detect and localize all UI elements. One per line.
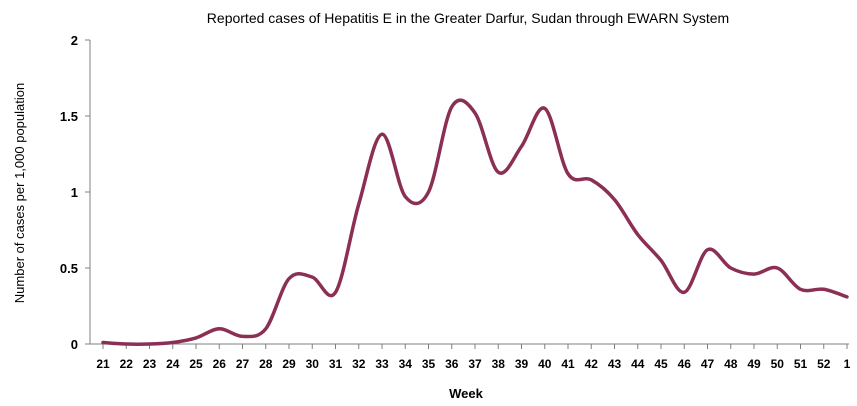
x-tick-label: 48	[724, 357, 738, 371]
x-tick-label: 39	[515, 357, 529, 371]
x-tick-label: 45	[654, 357, 668, 371]
x-tick-label: 40	[538, 357, 552, 371]
x-tick-label: 52	[817, 357, 831, 371]
x-tick-label: 27	[236, 357, 250, 371]
x-tick-label: 29	[282, 357, 296, 371]
x-tick-label: 30	[306, 357, 320, 371]
x-tick-label: 50	[771, 357, 785, 371]
x-tick-label: 28	[259, 357, 273, 371]
x-tick-label: 32	[352, 357, 366, 371]
x-tick-label: 34	[399, 357, 413, 371]
x-tick-label: 22	[120, 357, 134, 371]
y-tick-label: 2	[71, 33, 78, 48]
y-ticks: 0 0.5 1 1.5 2	[60, 33, 90, 352]
x-tick-label: 1	[844, 357, 851, 371]
x-tick-label: 25	[189, 357, 203, 371]
x-tick-label: 37	[468, 357, 482, 371]
x-tick-label: 31	[329, 357, 343, 371]
x-tick-label: 42	[585, 357, 599, 371]
x-tick-label: 49	[747, 357, 761, 371]
x-tick-label: 23	[143, 357, 157, 371]
x-tick-label: 33	[375, 357, 389, 371]
series-line	[101, 98, 849, 346]
x-tick-label: 44	[631, 357, 645, 371]
x-tick-label: 43	[608, 357, 622, 371]
x-tick-label: 21	[96, 357, 110, 371]
y-tick-label: 0.5	[60, 261, 78, 276]
x-tick-label: 41	[561, 357, 575, 371]
x-tick-label: 35	[422, 357, 436, 371]
x-tick-label: 51	[794, 357, 808, 371]
x-tick-label: 46	[678, 357, 692, 371]
x-tick-label: 38	[492, 357, 506, 371]
y-tick-label: 0	[71, 337, 78, 352]
y-tick-label: 1.5	[60, 109, 78, 124]
x-tick-label: 24	[166, 357, 180, 371]
y-axis-label: Number of cases per 1,000 population	[12, 83, 27, 303]
x-ticks: 21 22 23 24 25 26 27 28 29 30 31 32 33 34 35 36 37 38 39 40…	[96, 344, 851, 371]
chart-title: Reported cases of Hepatitis E in the Gre…	[207, 10, 729, 26]
x-tick-label: 36	[445, 357, 459, 371]
y-tick-label: 1	[71, 185, 78, 200]
x-tick-label: 47	[701, 357, 715, 371]
x-tick-label: 26	[213, 357, 227, 371]
x-axis-label: Week	[449, 386, 483, 401]
